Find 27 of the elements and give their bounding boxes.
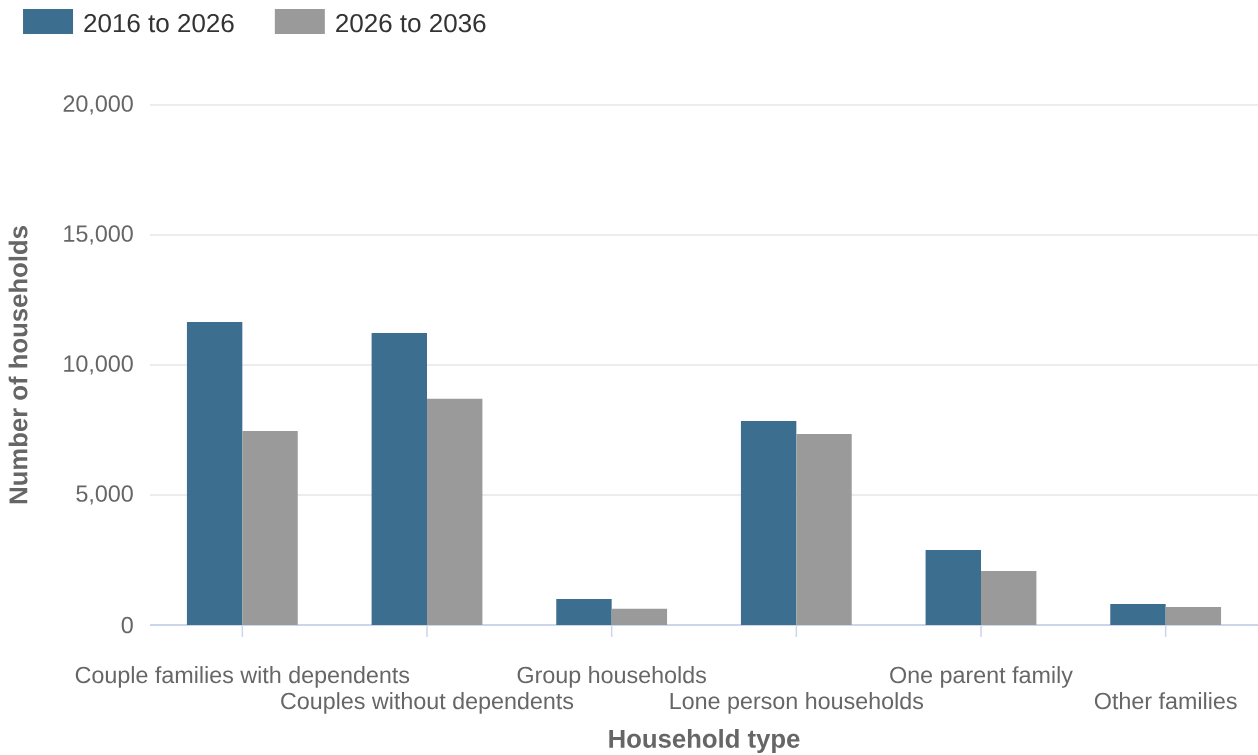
y-axis-title: Number of households <box>8 226 28 504</box>
y-tick-label: 10,000 <box>64 355 133 375</box>
bar <box>371 333 427 625</box>
x-tick-label: One parent family <box>890 666 1073 688</box>
bar <box>740 420 797 625</box>
x-tick-label: Lone person households <box>670 692 924 714</box>
x-axis-title: Household type <box>609 729 800 753</box>
bar <box>925 550 981 625</box>
legend-label: 2016 to 2026 <box>84 13 234 33</box>
y-tick-label: 0 <box>121 616 133 634</box>
x-tick-label: Other families <box>1094 692 1237 710</box>
legend-label: 2026 to 2036 <box>336 13 486 33</box>
bar <box>1110 603 1166 625</box>
y-tick-label: 5,000 <box>76 485 133 505</box>
bar <box>1165 607 1222 625</box>
bar <box>796 433 852 625</box>
bar <box>186 322 243 625</box>
y-tick-label: 15,000 <box>64 225 133 245</box>
bar <box>427 398 483 625</box>
y-tick-label: 20,000 <box>63 95 133 115</box>
x-tick-label: Couples without dependents <box>281 692 574 714</box>
bar <box>242 431 298 625</box>
x-tick-label: Group households <box>517 666 706 688</box>
bar <box>981 570 1037 625</box>
bar <box>556 598 612 625</box>
x-tick-label: Couple families with dependents <box>75 666 410 688</box>
bar <box>611 608 668 625</box>
